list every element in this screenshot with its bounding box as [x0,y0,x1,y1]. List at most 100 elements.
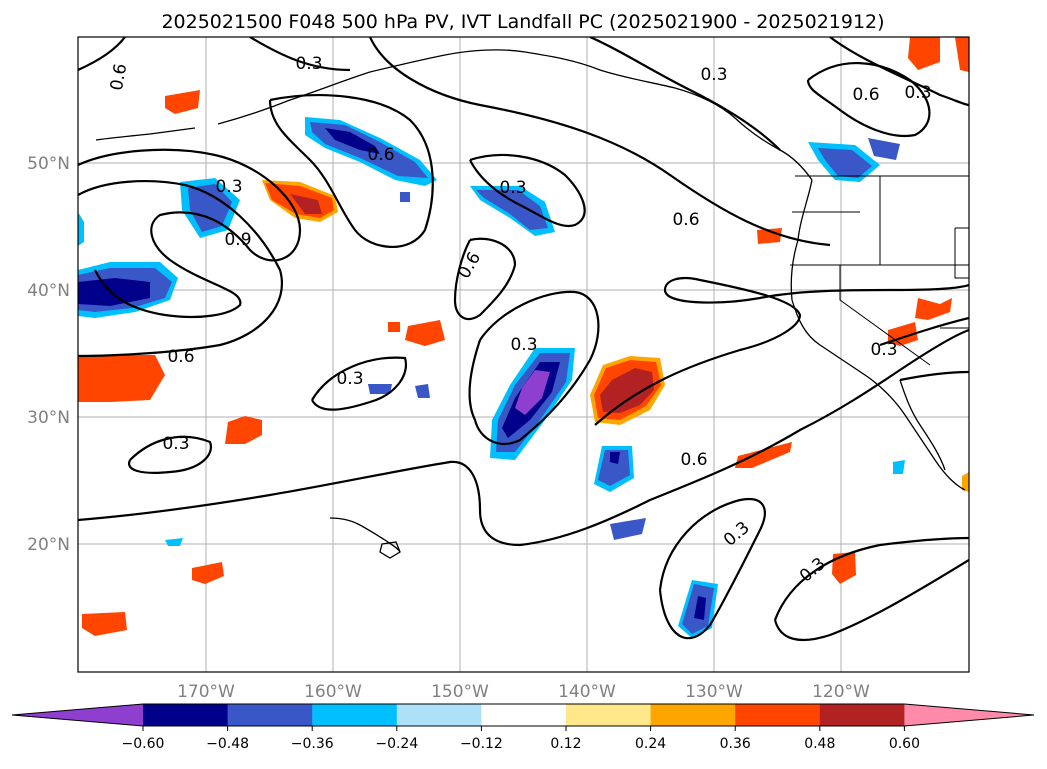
pv-negative-blob-small-6 [893,460,905,474]
colorbar-segment [566,704,652,726]
contour-label: 0.3 [336,369,363,389]
pv-positive-blob-175w-14n [82,612,127,636]
negative-pv-anomalies [78,117,905,638]
contour-line-north-06 [469,153,586,228]
colorbar-tick-label: 0.60 [889,736,920,752]
coastline-aleutians [95,127,196,141]
pv-negative-blob-west-center [78,278,150,306]
lon-label: 160°W [304,682,362,702]
pv-positive-blob-165w-47n-core [290,194,322,214]
contour-line-band-03-north [594,276,969,426]
lat-label: 50°N [27,154,70,174]
border-nevada [839,265,931,366]
colorbar-segment [312,704,398,726]
lat-label: 30°N [27,408,70,428]
pv-positive-blob-170w-17n [192,562,224,584]
colorbar-segments [11,703,1035,727]
pv-positive-blob-167w-55n [165,90,200,114]
colorbar-segment [227,704,313,726]
contour-line-west-loop-09 [78,148,302,319]
contour-label: 0.3 [215,177,242,197]
contour-label: 0.6 [672,210,699,230]
coastline-alaska-south [217,49,813,181]
pv-positive-blob-170w-29n [225,416,262,444]
positive-pv-anomalies [78,37,969,636]
contour-line-gulf-loop-03 [268,94,434,248]
coastline-baja [899,379,946,471]
contour-line-south-03 [773,536,969,621]
pv-negative-blob-130w-15n-center [694,596,706,620]
pv-negative-blob-small-5 [165,538,183,546]
colorbar-extend-max [904,704,1034,726]
colorbar-segment [481,704,567,726]
pv-positive-blob-small-b [962,472,969,492]
lon-label: 170°W [177,682,235,702]
pv-negative-blob-135w-27n-core [598,450,630,486]
pv-positive-blob-bc-coast [757,228,782,244]
contour-label: 0.3 [904,83,931,103]
pv-positive-blob-central-core [600,368,654,413]
border-east-nevada [954,227,969,279]
colorbar-tick-label: 0.12 [550,736,581,752]
contour-line-northeast-03-b [829,37,969,107]
latitude-labels: 50°N 40°N 30°N 20°N [27,154,70,555]
contour-line-band-03-south [78,328,969,547]
pv-negative-blob-central-purple [515,370,550,415]
contour-line-150w-loop-06 [453,237,517,321]
contour-label: 0.6 [852,85,879,105]
pv-negative-blob-small-4 [400,192,410,202]
pv-negative-blob-bc-east [868,138,900,160]
pv-negative-blob-bc-core [818,148,872,178]
pv-positive-blob-ne-corner [908,37,940,70]
contour-label: 0.3 [510,335,537,355]
colorbar-tick-label: −0.48 [206,736,249,752]
map-title: 2025021500 F048 500 hPa PV, IVT Landfall… [161,11,884,33]
colorbar-extend-min [12,704,143,726]
contour-line-northeast-03 [589,37,781,151]
political-borders [790,175,969,366]
pv-negative-blob-180-50n-core [188,184,232,232]
colorbar-tick-label: 0.48 [804,736,835,752]
map-frame [77,36,970,673]
lat-label: 20°N [27,535,70,555]
contour-label: 0.3 [870,340,897,360]
contour-line-east-03 [879,316,969,347]
colorbar-segment [143,704,229,726]
pv-positive-blob-153w-37n [405,320,445,346]
lat-label: 40°N [27,281,70,301]
colorbar-segment [819,704,905,726]
pv-positive-blob-ne-edge [955,37,969,72]
contour-line-west-outer-06 [78,180,283,358]
contour-line-southeast-03 [658,497,766,640]
contour-label: 0.3 [295,54,322,74]
colorbar-tick-label: 0.24 [635,736,666,752]
contour-label: 0.6 [367,145,394,165]
colorbar-ticks: −0.60 −0.48 −0.36 −0.24 −0.12 0.12 0.24 0.36 0.4… [122,726,920,752]
lon-label: 140°W [558,682,616,702]
coastline-hawaii [329,517,401,553]
contour-label: 0.3 [499,178,526,198]
colorbar-tick-label: −0.60 [122,736,165,752]
pv-positive-blob-128w-28n [735,442,792,468]
colorbar-tick-label: −0.24 [375,736,418,752]
ivt-contours [78,37,969,642]
pv-positive-blob-nevada [915,298,952,320]
pv-negative-blob-left-edge [78,212,84,246]
pv-negative-blob-gulf-alaska-center [325,128,380,154]
lon-label: 120°W [812,682,870,702]
contour-label: 0.3 [162,434,189,454]
contour-line-33n-loop-06 [311,356,408,411]
contour-label: 0.6 [107,62,131,92]
coastline-bc-coast [790,179,966,491]
colorbar-tick-label: −0.36 [291,736,334,752]
contour-line-california-03 [899,370,969,382]
contour-line-main-03-central [468,290,600,445]
longitude-labels: 170°W 160°W 150°W 140°W 130°W 120°W [177,682,870,702]
contour-label: 0.6 [167,347,194,367]
contour-line-main-06 [368,37,831,247]
pv-negative-blob-135w-27n-center [610,452,620,464]
colorbar-tick-label: −0.12 [460,736,503,752]
colorbar-tick-label: 0.36 [720,736,751,752]
pv-negative-blob-small-2 [368,384,392,394]
